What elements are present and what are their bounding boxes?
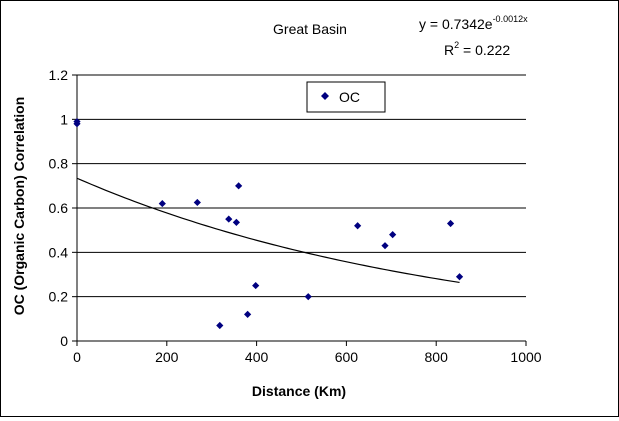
data-point-0-12	[381, 242, 389, 250]
y-tick-label-4: 0.8	[49, 156, 69, 172]
x-tick-label-4: 800	[425, 349, 449, 365]
legend-label-oc: OC	[339, 89, 360, 105]
x-tick-label-0: 0	[73, 349, 81, 365]
r2-exponent: 2	[454, 40, 459, 50]
equation-prefix: y = 0.7342e	[419, 16, 493, 32]
x-tick-label-2: 400	[245, 349, 269, 365]
trendline	[76, 177, 460, 284]
data-point-0-5	[232, 218, 240, 227]
data-point-0-7	[216, 321, 224, 330]
y-axis-label: OC (Organic Carbon) Correlation	[11, 97, 27, 316]
y-tick-label-5: 1	[60, 111, 68, 127]
data-point-0-10	[304, 293, 312, 301]
y-tick-label-2: 0.4	[49, 244, 69, 260]
data-point-0-4	[225, 215, 233, 223]
trendline-equation: y = 0.7342e-0.0012x	[419, 14, 528, 32]
r2-prefix: R	[444, 42, 454, 58]
r2-suffix: = 0.222	[459, 42, 510, 58]
data-point-0-3	[193, 198, 201, 207]
y-tick-label-6: 1.2	[49, 67, 69, 83]
x-tick-label-1: 200	[155, 349, 179, 365]
y-tick-label-3: 0.6	[49, 200, 69, 216]
data-point-0-13	[389, 231, 397, 239]
data-point-0-15	[455, 273, 464, 281]
data-point-0-1	[73, 120, 81, 128]
data-point-0-6	[235, 182, 243, 190]
data-point-0-14	[446, 219, 455, 228]
chart-title: Great Basin	[273, 21, 347, 37]
legend-box	[306, 81, 386, 113]
data-point-0-2	[158, 199, 166, 208]
data-point-0-9	[252, 281, 260, 290]
x-axis-label: Distance (Km)	[252, 383, 346, 399]
plot-area: 0 0.2 0.4 0.6 0.8 1 1.2 0 200 400 600 800 1000	[49, 67, 542, 365]
data-point-0-8	[244, 310, 252, 318]
y-tick-label-1: 0.2	[49, 289, 69, 305]
equation-exponent: -0.0012x	[493, 14, 529, 24]
data-point-0-11	[354, 222, 362, 230]
y-tick-label-0: 0	[60, 333, 68, 349]
x-tick-label-3: 600	[335, 349, 359, 365]
x-tick-label-5: 1000	[510, 349, 541, 365]
legend: OC	[306, 81, 386, 113]
legend-marker-oc	[321, 92, 329, 100]
trendline-r-squared: R2 = 0.222	[444, 40, 510, 58]
